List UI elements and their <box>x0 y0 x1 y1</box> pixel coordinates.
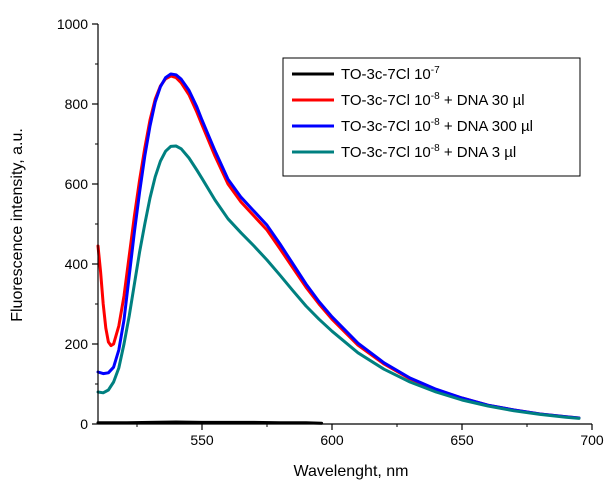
series-line-4 <box>96 144 581 420</box>
y-axis-title: Fluorescence intensity, a.u. <box>9 128 26 322</box>
y-tick-label: 800 <box>65 96 89 112</box>
y-tick-label: 400 <box>65 256 89 272</box>
legend-label-3: TO-3c-7Cl 10-8 + DNA 300 µl <box>341 117 533 135</box>
legend-label-4: TO-3c-7Cl 10-8 + DNA 3 µl <box>341 143 516 161</box>
x-tick-label: 700 <box>580 432 604 448</box>
y-tick-label: 200 <box>65 336 89 352</box>
y-tick-label: 1000 <box>57 16 88 32</box>
legend: TO-3c-7Cl 10-7 TO-3c-7Cl 10-8 + DNA 30 µl… <box>282 57 581 177</box>
legend-label-1: TO-3c-7Cl 10-7 <box>341 65 440 83</box>
x-tick-label: 600 <box>320 432 344 448</box>
y-tick-label: 0 <box>80 416 88 432</box>
legend-label-2: TO-3c-7Cl 10-8 + DNA 30 µl <box>341 91 525 109</box>
x-axis-title: Wavelenght, nm <box>293 463 408 480</box>
x-tick-label: 650 <box>450 432 474 448</box>
y-tick-label: 600 <box>65 176 89 192</box>
x-tick-label: 550 <box>190 432 214 448</box>
legend-box <box>282 57 581 177</box>
series-layer <box>96 72 581 425</box>
ticks-layer: 550 600 650 700 0 200 400 600 800 1000 <box>57 16 604 448</box>
series-line-3 <box>96 72 581 420</box>
series-line-1 <box>96 420 324 425</box>
